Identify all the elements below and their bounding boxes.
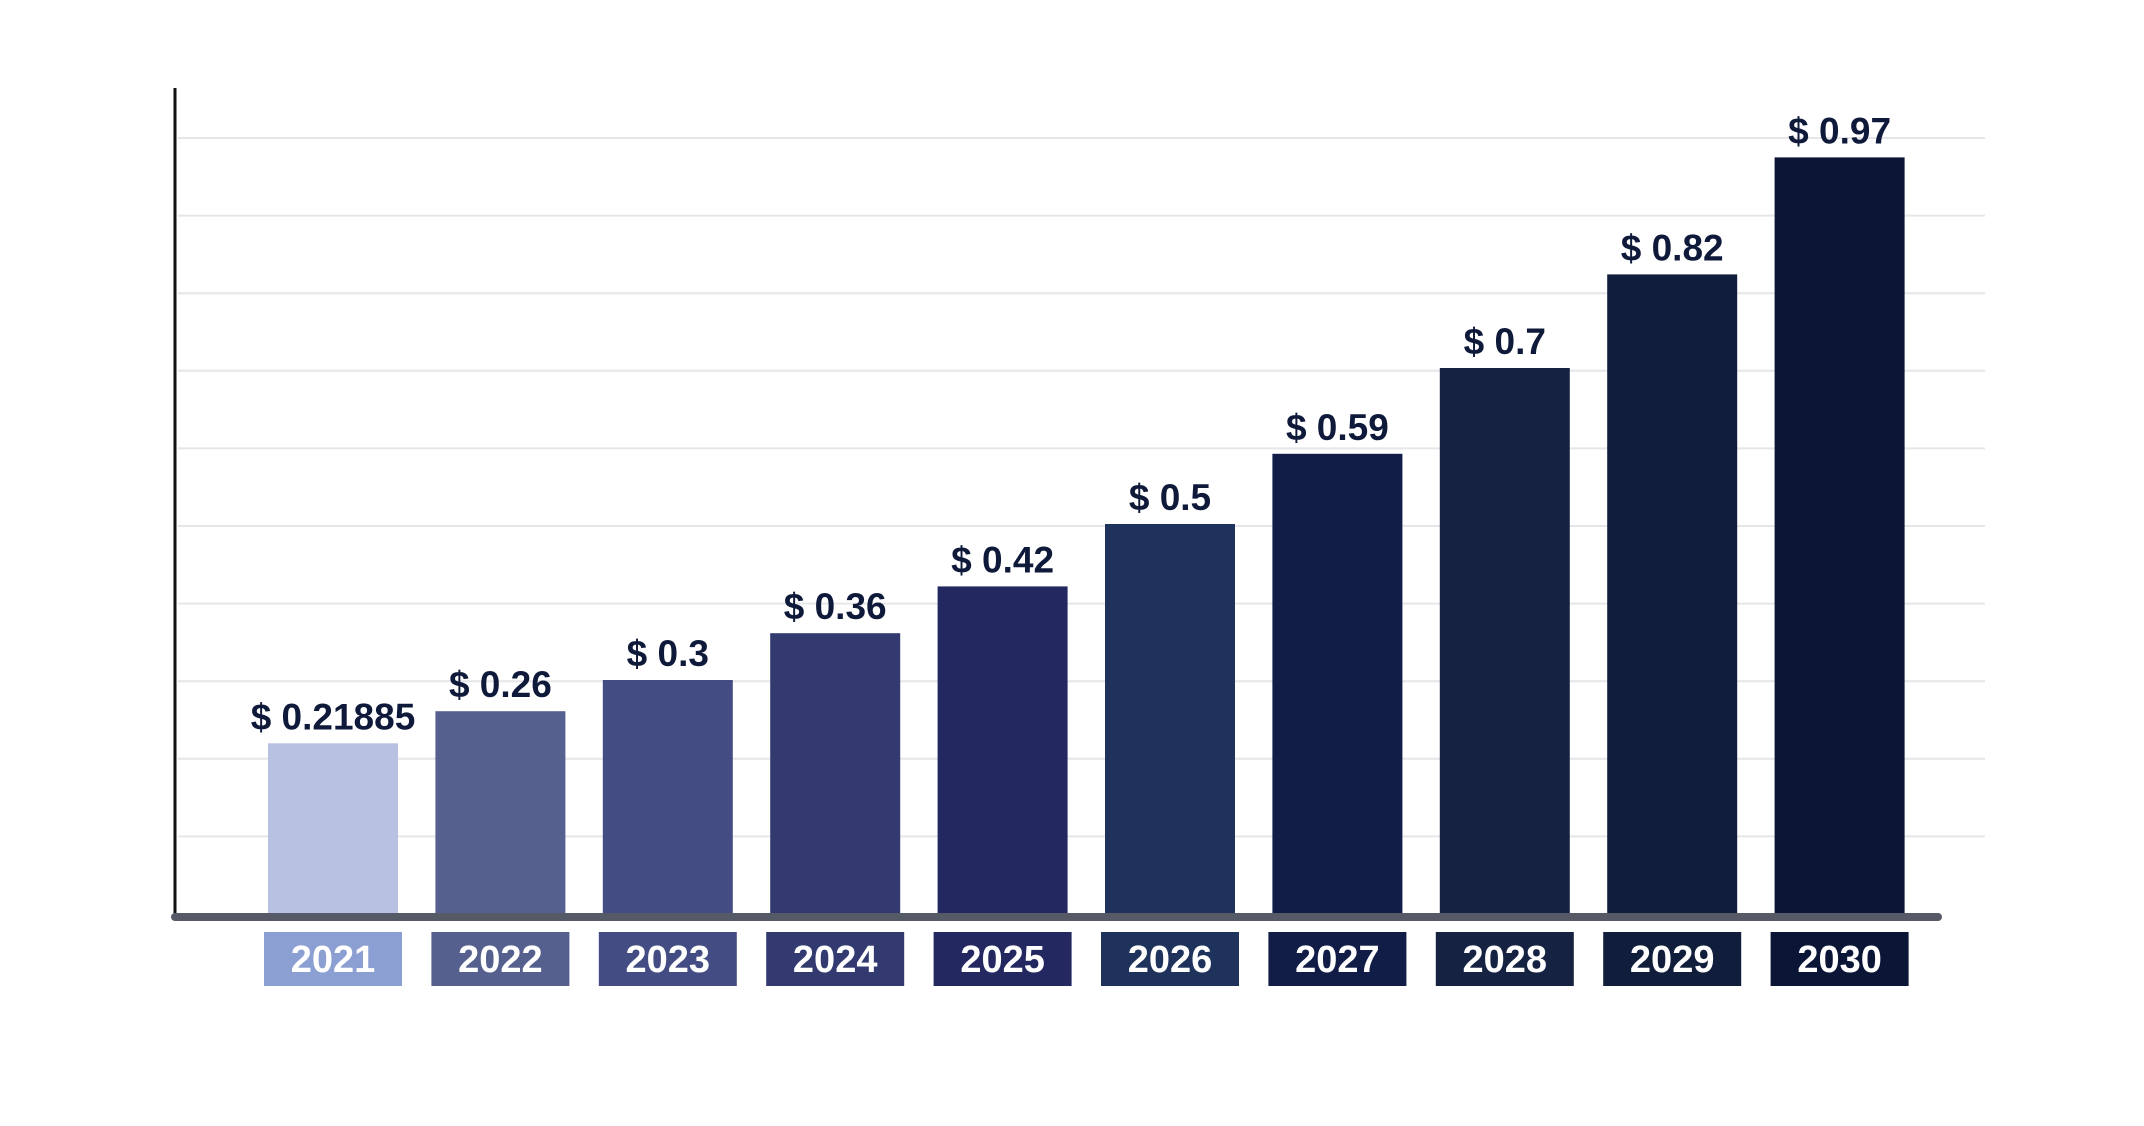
year-label-box-2024	[766, 932, 905, 986]
year-label-2028: 2028	[1463, 939, 1548, 981]
year-label-2026: 2026	[1128, 939, 1213, 981]
bar-2028	[1439, 368, 1570, 914]
value-labels: $ 0.21885 $ 0.26 $ 0.3 $ 0.36 $ 0.42 $ 0.5 $ 0…	[251, 110, 1891, 737]
year-labels: 2021 2022 2023 2024 2025 2026 2027 2028 2029 2030	[264, 932, 1909, 986]
value-label-2024: $ 0.36	[784, 586, 887, 627]
year-label-2030: 2030	[1797, 939, 1882, 981]
value-label-2030: $ 0.97	[1788, 110, 1891, 151]
bars	[268, 157, 1905, 914]
year-label-2024: 2024	[793, 939, 878, 981]
bar-2027	[1272, 453, 1403, 914]
year-label-2023: 2023	[626, 939, 711, 981]
bar-2029	[1607, 274, 1738, 914]
bar-2030	[1774, 157, 1905, 914]
year-label-box-2025	[933, 932, 1072, 986]
year-label-2025: 2025	[960, 939, 1045, 981]
value-label-2023: $ 0.3	[627, 633, 709, 674]
value-label-2029: $ 0.82	[1621, 227, 1724, 268]
year-label-2027: 2027	[1295, 939, 1380, 981]
bar-2021	[268, 743, 398, 914]
year-label-box-2027	[1268, 932, 1407, 986]
year-label-box-2028	[1435, 932, 1574, 986]
year-label-2022: 2022	[458, 939, 543, 981]
year-label-2021: 2021	[291, 939, 376, 981]
value-label-2022: $ 0.26	[449, 664, 552, 705]
value-label-2021: $ 0.21885	[251, 696, 416, 737]
bar-2022	[435, 711, 566, 914]
year-label-2029: 2029	[1630, 939, 1715, 981]
year-label-box-2030	[1770, 932, 1909, 986]
value-label-2028: $ 0.7	[1464, 321, 1546, 362]
value-label-2027: $ 0.59	[1286, 407, 1389, 448]
bar-2026	[1105, 524, 1235, 914]
bar-2025	[937, 586, 1068, 914]
bar-2023	[602, 680, 733, 914]
value-label-2025: $ 0.42	[951, 539, 1054, 580]
year-label-box-2021	[264, 932, 402, 986]
year-label-box-2026	[1101, 932, 1239, 986]
year-label-box-2029	[1603, 932, 1742, 986]
bar-2024	[770, 633, 901, 914]
year-label-box-2022	[431, 932, 570, 986]
value-label-2026: $ 0.5	[1129, 477, 1211, 518]
year-label-box-2023	[598, 932, 737, 986]
